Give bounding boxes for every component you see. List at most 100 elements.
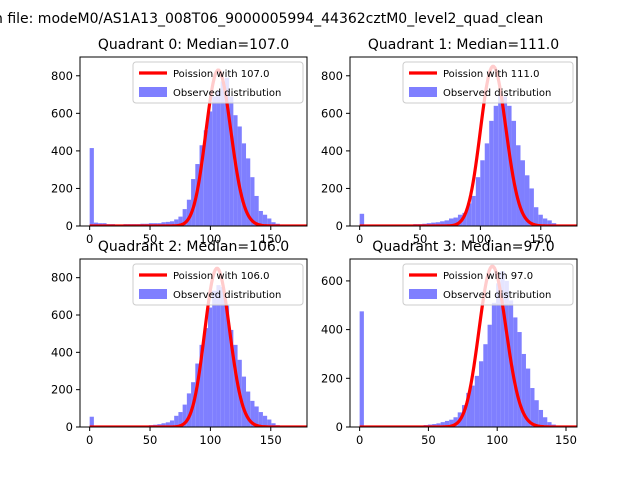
panel-quadrant-1: Quadrant 1: Median=111.0 0 50 100 150 0 200 400… (321, 37, 578, 246)
panel-quadrant-3: Quadrant 3: Median=97.0 0 50 100 150 0 200 400 6… (321, 239, 578, 447)
legend-box (132, 263, 304, 306)
histogram-bar (462, 212, 467, 226)
histogram-bar (474, 375, 480, 427)
x-tick-label: 150 (530, 232, 552, 246)
histogram-bar (466, 203, 472, 226)
histogram-bar (479, 361, 484, 427)
x-tick-label: 150 (260, 232, 282, 246)
y-tick-label: 0 (336, 219, 343, 233)
histogram-bar (237, 126, 242, 226)
legend-hist-label: Observed distribution (173, 88, 281, 99)
histogram-bar (250, 400, 255, 427)
x-tick-label: 0 (356, 433, 363, 447)
y-tick-label: 0 (66, 219, 73, 233)
histogram-bar (271, 222, 276, 226)
histogram-bar (220, 287, 225, 427)
histogram-bar (207, 307, 213, 427)
histogram-bar (174, 415, 179, 427)
histogram-bar (207, 111, 213, 226)
x-tick-label: 100 (469, 232, 491, 246)
histogram-bar (169, 420, 175, 427)
panel-quadrant-0: Quadrant 0: Median=107.0 0 50 100 150 0 200 400… (51, 37, 308, 246)
y-tick-label: 600 (321, 274, 343, 288)
histogram-bar (212, 96, 217, 226)
histogram-bar (165, 221, 170, 226)
histogram-bar (543, 417, 548, 427)
histogram-bar (165, 422, 170, 427)
histogram-bar (547, 220, 552, 226)
legend-hist-swatch (139, 289, 167, 299)
panel-title: Quadrant 3: Median=97.0 (372, 239, 554, 255)
histogram-bar (444, 420, 450, 427)
x-tick-label: 150 (555, 433, 577, 447)
histogram-bar (517, 332, 522, 427)
histogram-bar (178, 412, 183, 427)
x-tick-label: 100 (199, 232, 221, 246)
histogram-bar (93, 222, 99, 226)
y-tick-label: 800 (51, 69, 73, 83)
histogram-bar (224, 77, 230, 226)
histogram-bar (203, 130, 208, 226)
legend-box (132, 61, 304, 104)
legend: Poission with 97.0 Observed distribution (402, 263, 574, 306)
histogram-bar (489, 120, 494, 226)
y-tick-label: 400 (321, 323, 343, 337)
histogram-bar (359, 311, 364, 427)
histogram-bar (529, 188, 534, 226)
histogram-bar (431, 222, 436, 226)
histogram-bar (436, 423, 441, 427)
y-tick-label: 200 (51, 181, 73, 195)
legend-hist-swatch (139, 87, 167, 97)
histogram-bar (229, 96, 234, 226)
y-tick-label: 200 (321, 181, 343, 195)
legend-box (402, 61, 574, 104)
histogram-bar (480, 160, 485, 226)
histogram-bar (262, 214, 268, 226)
legend-fit-label: Poission with 97.0 (443, 271, 533, 282)
histogram-bar (212, 290, 217, 427)
histogram-bar (525, 368, 531, 427)
histogram-bar (224, 305, 230, 427)
histogram-bar (470, 385, 475, 427)
histogram-bar (89, 148, 94, 226)
histogram-bar (195, 363, 200, 427)
y-tick-label: 400 (51, 345, 73, 359)
x-tick-label: 100 (199, 433, 221, 447)
histogram-bar (466, 392, 471, 427)
axes-frame (349, 56, 578, 227)
panel-title: Quadrant 1: Median=111.0 (368, 37, 559, 53)
histogram-bar (246, 391, 251, 427)
histogram-bar (161, 423, 166, 427)
y-tick-label: 600 (321, 106, 343, 120)
histogram-bar (241, 376, 247, 427)
histogram-bar (538, 409, 544, 427)
legend-fit-label: Poission with 107.0 (173, 69, 269, 80)
x-tick-label: 0 (86, 433, 93, 447)
histogram-bar (89, 416, 94, 427)
histogram-bar (538, 214, 543, 226)
legend: Poission with 111.0 Observed distribution (402, 61, 574, 104)
histogram-bar (267, 218, 272, 226)
histogram-bar (533, 207, 539, 226)
histogram-bar (169, 221, 175, 226)
histogram-bar (444, 220, 450, 226)
y-tick-label: 600 (51, 106, 73, 120)
y-tick-label: 600 (51, 308, 73, 322)
histogram-bar (178, 216, 183, 226)
x-tick-label: 50 (421, 433, 436, 447)
legend-box (402, 263, 574, 306)
histogram-bar (267, 419, 272, 427)
histogram-bar (258, 412, 263, 427)
histogram-bar (502, 96, 508, 226)
histogram-bar (254, 406, 259, 427)
x-tick-label: 0 (86, 232, 93, 246)
histogram-bar (241, 143, 247, 226)
histogram-bar (271, 423, 276, 427)
histogram-bar (220, 81, 225, 226)
axes-frame (79, 258, 308, 428)
poisson-fit-line (359, 264, 577, 427)
histogram-bar (521, 353, 526, 427)
x-tick-label: 50 (143, 232, 158, 246)
histogram-bar (500, 271, 505, 427)
